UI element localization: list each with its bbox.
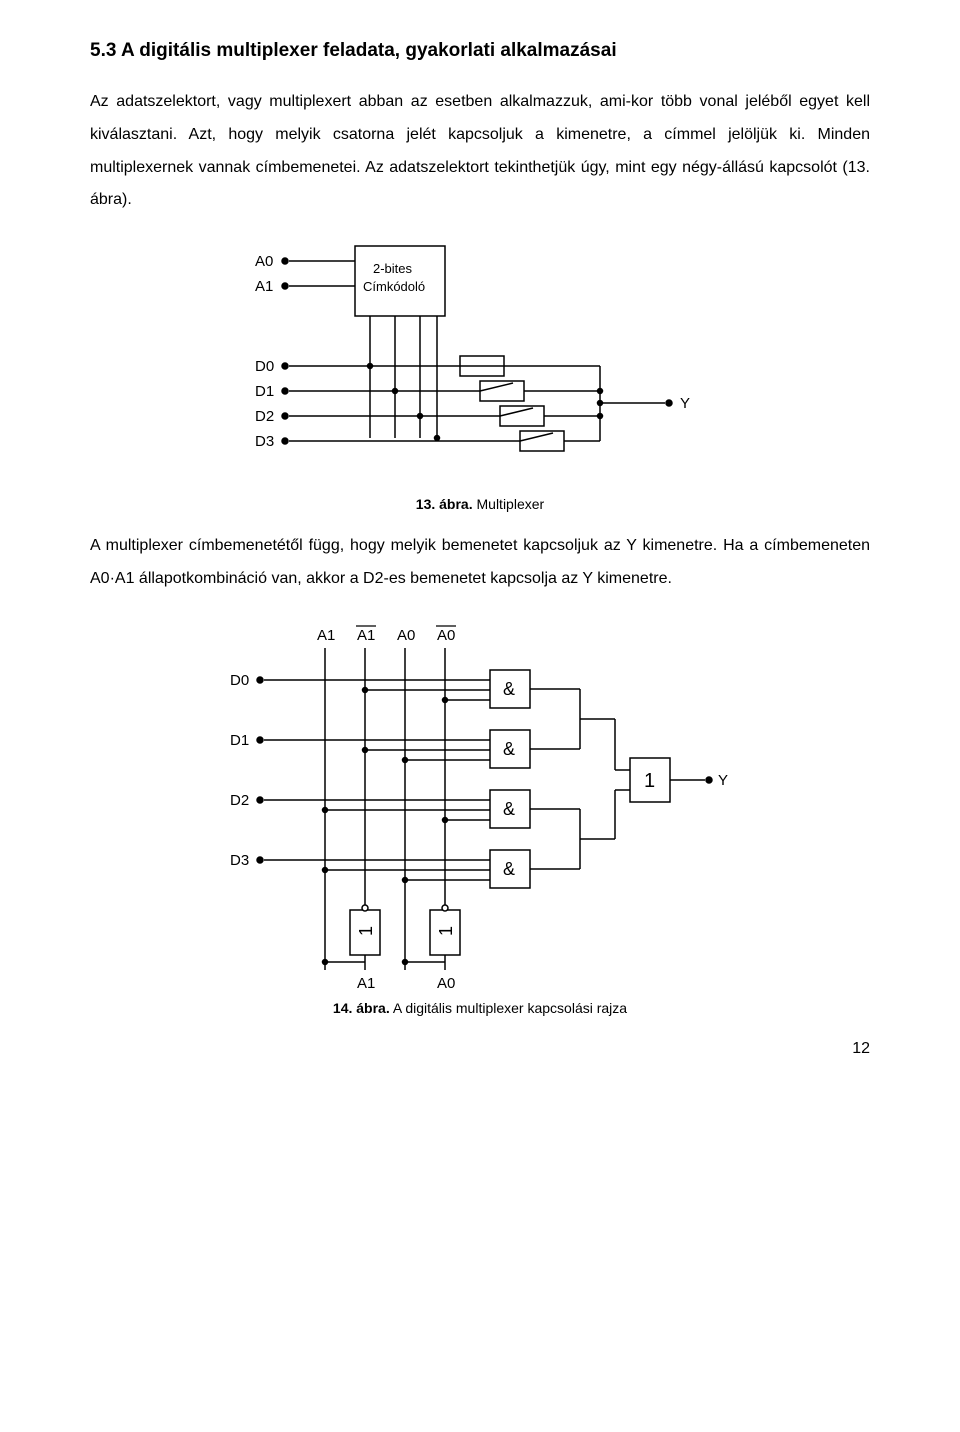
fig14-label-d1: D1: [230, 732, 249, 749]
figure-13-label: 13. ábra.: [416, 496, 473, 512]
fig14-label-d2: D2: [230, 792, 249, 809]
fig14-and-2: &: [503, 739, 515, 759]
page-number: 12: [90, 1040, 870, 1058]
figure-14-svg: A1 A1 A0 A0 D0 D1 D2 D3 & & & & 1: [220, 610, 740, 990]
figure-13-title: Multiplexer: [477, 496, 545, 512]
fig14-label-y: Y: [718, 772, 728, 789]
fig14-and-3: &: [503, 799, 515, 819]
fig14-bottom-a1: A1: [357, 975, 375, 990]
figure-14: A1 A1 A0 A0 D0 D1 D2 D3 & & & & 1: [90, 610, 870, 990]
fig13-label-d1: D1: [255, 383, 274, 400]
fig14-and-4: &: [503, 859, 515, 879]
figure-13-caption: 13. ábra. Multiplexer: [90, 496, 870, 512]
fig14-and-1: &: [503, 679, 515, 699]
fig13-label-y: Y: [680, 395, 690, 412]
fig14-bottom-a0: A0: [437, 975, 455, 990]
fig14-label-d3: D3: [230, 852, 249, 869]
fig13-label-d0: D0: [255, 358, 274, 375]
fig14-top-a0: A0: [397, 627, 415, 644]
figure-14-title: A digitális multiplexer kapcsolási rajza: [393, 1000, 627, 1016]
figure-14-caption: 14. ábra. A digitális multiplexer kapcso…: [90, 1000, 870, 1016]
fig13-label-d2: D2: [255, 408, 274, 425]
paragraph-2: A multiplexer címbemenetétől függ, hogy …: [90, 530, 870, 596]
fig13-label-a1: A1: [255, 278, 273, 295]
page: 5.3 A digitális multiplexer feladata, gy…: [0, 0, 960, 1098]
figure-14-label: 14. ábra.: [333, 1000, 390, 1016]
paragraph-1: Az adatszelektort, vagy multiplexert abb…: [90, 86, 870, 217]
fig14-top-a1: A1: [317, 627, 335, 644]
fig14-label-d0: D0: [230, 672, 249, 689]
figure-13-svg: A0 A1 D0 D1 D2 D3 Y 2-bites Címkódoló: [245, 231, 715, 486]
fig13-label-a0: A0: [255, 253, 273, 270]
fig13-encoder-top: 2-bites: [373, 261, 413, 276]
fig14-or: 1: [644, 770, 655, 792]
fig14-inv-1: 1: [356, 926, 376, 936]
section-heading: 5.3 A digitális multiplexer feladata, gy…: [90, 40, 870, 62]
fig14-top-a1bar: A1: [357, 627, 375, 644]
fig13-encoder-bottom: Címkódoló: [363, 279, 425, 294]
fig14-inv-2: 1: [436, 926, 456, 936]
fig14-top-a0bar: A0: [437, 627, 455, 644]
figure-13: A0 A1 D0 D1 D2 D3 Y 2-bites Címkódoló: [90, 231, 870, 486]
fig13-label-d3: D3: [255, 433, 274, 450]
